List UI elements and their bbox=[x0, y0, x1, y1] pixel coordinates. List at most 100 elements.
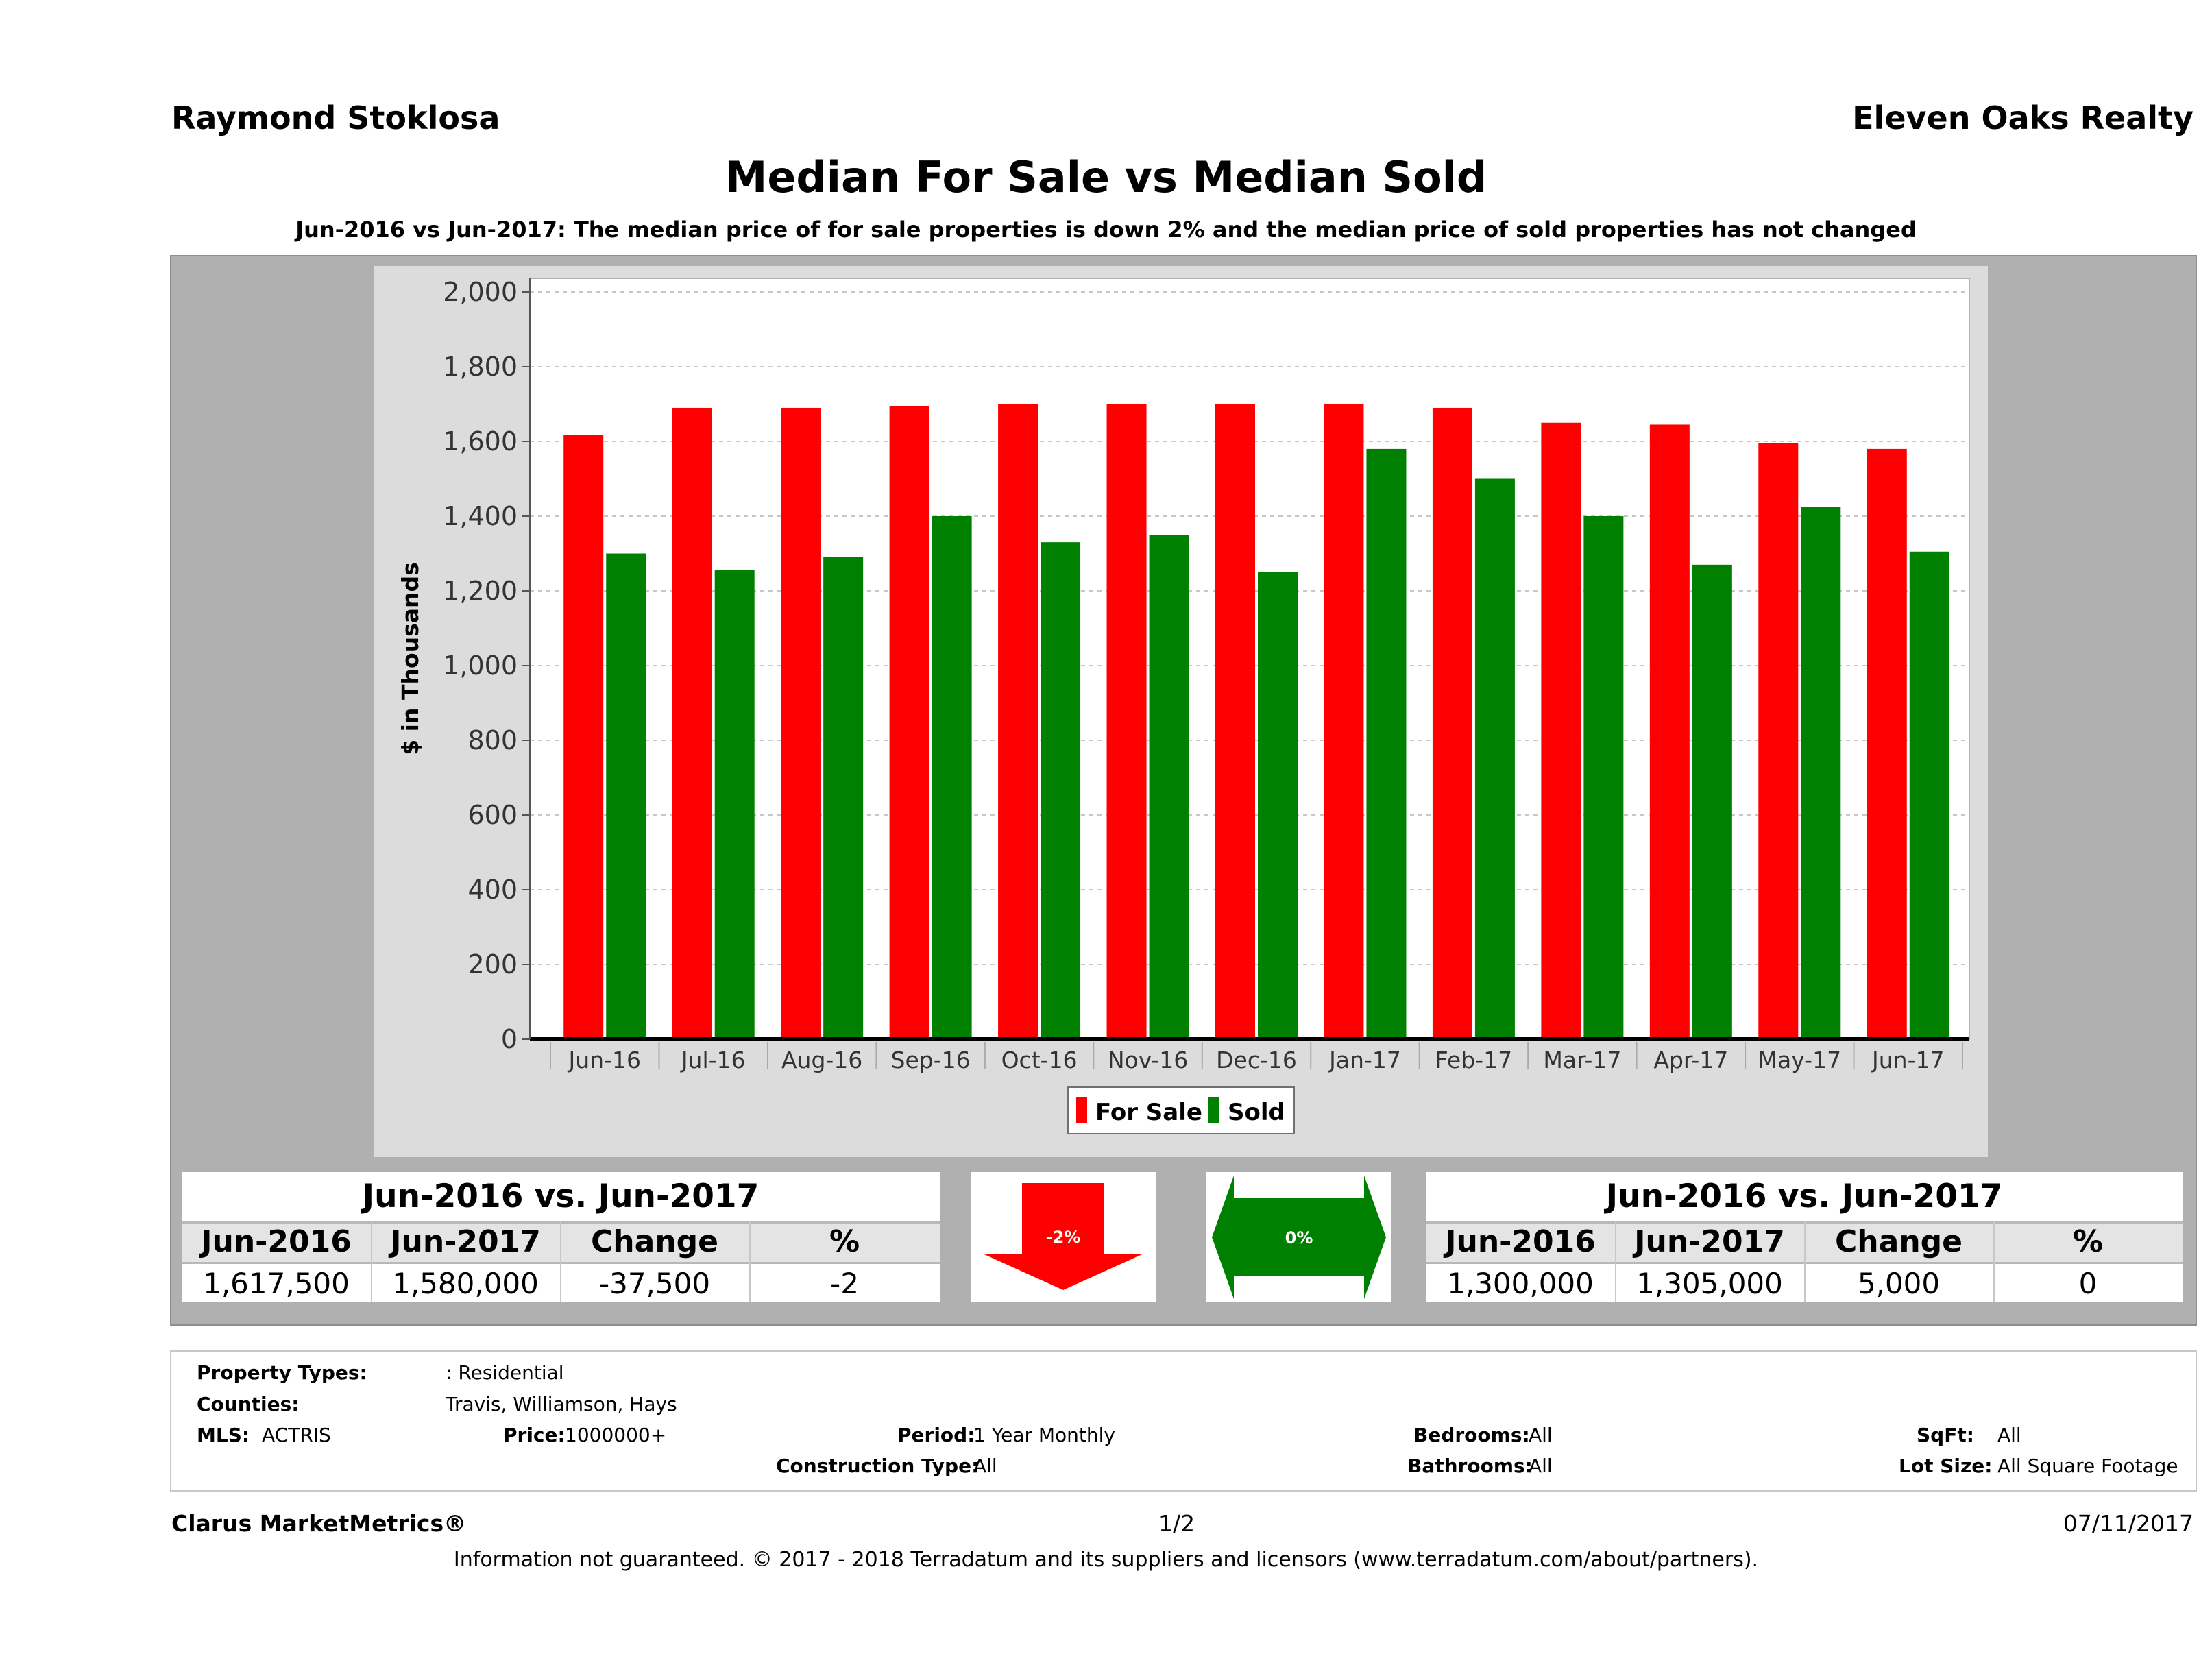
sqft-value: All bbox=[1997, 1424, 2021, 1446]
bar-for-sale bbox=[998, 404, 1038, 1039]
header-jun-2016: Jun-2016 bbox=[1445, 1224, 1596, 1259]
bar-chart: 0 200 400 600 800 1,000 1,200 1,400 1,600 1,800 2,… bbox=[397, 277, 1970, 1134]
y-axis-label: $ in Thousands bbox=[397, 562, 424, 755]
table-title: Jun-2016 vs. Jun-2017 bbox=[362, 1178, 759, 1215]
x-tick-label: Mar-17 bbox=[1543, 1047, 1621, 1073]
header-percent: % bbox=[829, 1224, 860, 1259]
x-tick-label: Jun-16 bbox=[567, 1047, 640, 1073]
x-tick-label: Jan-17 bbox=[1328, 1047, 1401, 1073]
chart-subtitle: Jun-2016 vs Jun-2017: The median price o… bbox=[295, 217, 1917, 243]
left-right-arrow-icon: 0% bbox=[1212, 1176, 1386, 1299]
x-tick-label: Jul-16 bbox=[680, 1047, 746, 1073]
period-value: 1 Year Monthly bbox=[973, 1424, 1116, 1446]
bar-sold bbox=[1692, 564, 1732, 1039]
chart-legend: For Sale Sold bbox=[1067, 1086, 1295, 1134]
value-percent: -2 bbox=[830, 1267, 859, 1300]
bar-for-sale bbox=[563, 435, 604, 1039]
y-tick-label: 600 bbox=[467, 800, 518, 830]
down-arrow-icon: -2% bbox=[984, 1183, 1142, 1290]
forsale-comparison-table: Jun-2016 vs. Jun-2017 Jun-2016 Jun-2017 … bbox=[182, 1172, 940, 1302]
sold-comparison-table: Jun-2016 vs. Jun-2017 Jun-2016 Jun-2017 … bbox=[1426, 1172, 2183, 1302]
y-tick-label: 1,400 bbox=[443, 501, 518, 531]
header-jun-2016: Jun-2016 bbox=[201, 1224, 352, 1259]
bar-for-sale bbox=[1758, 443, 1799, 1039]
x-tick-label: May-17 bbox=[1758, 1047, 1842, 1073]
y-tick-label: 2,000 bbox=[443, 277, 518, 307]
x-tick-label: Feb-17 bbox=[1435, 1047, 1512, 1073]
sold-change-indicator: 0% bbox=[1206, 1172, 1391, 1302]
x-tick-label: Aug-16 bbox=[781, 1047, 862, 1073]
bedrooms-label: Bedrooms: bbox=[1413, 1424, 1530, 1446]
header-jun-2017: Jun-2017 bbox=[1634, 1224, 1785, 1259]
sqft-label: SqFt: bbox=[1917, 1424, 1974, 1446]
forsale-change-label: -2% bbox=[1046, 1228, 1081, 1247]
table-title: Jun-2016 vs. Jun-2017 bbox=[1605, 1178, 2003, 1215]
value-jun-2017: 1,305,000 bbox=[1636, 1267, 1783, 1300]
y-tick-label: 1,200 bbox=[443, 576, 518, 606]
bar-sold bbox=[1474, 478, 1515, 1039]
construction-type-value: All bbox=[973, 1455, 997, 1477]
bar-sold bbox=[1366, 448, 1407, 1039]
period-label: Period: bbox=[897, 1424, 975, 1446]
lot-size-label: Lot Size: bbox=[1899, 1455, 1993, 1477]
legend-swatch-sold bbox=[1208, 1097, 1219, 1123]
bar-for-sale bbox=[1215, 404, 1255, 1039]
left-right-arrow-shape bbox=[1212, 1176, 1386, 1299]
value-change: 5,000 bbox=[1857, 1267, 1941, 1300]
down-arrow-shape bbox=[984, 1183, 1142, 1290]
brand-name: Clarus MarketMetrics® bbox=[171, 1510, 467, 1537]
x-tick-label: Dec-16 bbox=[1216, 1047, 1297, 1073]
property-types-value: : Residential bbox=[446, 1361, 564, 1384]
y-tick-label: 200 bbox=[467, 949, 518, 980]
search-criteria-box: Property Types: : Residential Counties: … bbox=[170, 1350, 2197, 1492]
bar-sold bbox=[1583, 516, 1624, 1039]
y-tick-label: 0 bbox=[501, 1024, 518, 1054]
x-tick-label: Oct-16 bbox=[1001, 1047, 1078, 1073]
mls-label: MLS: bbox=[197, 1424, 250, 1446]
y-tick-label: 1,800 bbox=[443, 352, 518, 382]
value-change: -37,500 bbox=[598, 1267, 711, 1300]
legend-swatch-for-sale bbox=[1076, 1097, 1087, 1123]
bar-sold bbox=[1149, 535, 1189, 1039]
y-tick-label: 1,000 bbox=[443, 650, 518, 681]
bathrooms-value: All bbox=[1529, 1455, 1553, 1477]
agent-name: Raymond Stoklosa bbox=[171, 99, 500, 136]
bar-for-sale bbox=[1324, 404, 1364, 1039]
lot-size-value: All Square Footage bbox=[1997, 1455, 2178, 1477]
bar-for-sale bbox=[1649, 424, 1690, 1039]
counties-value: Travis, Williamson, Hays bbox=[446, 1393, 677, 1415]
brokerage-name: Eleven Oaks Realty bbox=[1852, 99, 2193, 136]
value-jun-2016: 1,300,000 bbox=[1447, 1267, 1594, 1300]
bathrooms-label: Bathrooms: bbox=[1407, 1455, 1533, 1477]
value-jun-2016: 1,617,500 bbox=[203, 1267, 350, 1300]
counties-label: Counties: bbox=[197, 1393, 300, 1415]
value-jun-2017: 1,580,000 bbox=[392, 1267, 539, 1300]
bar-sold bbox=[1258, 572, 1298, 1039]
y-tick-label: 800 bbox=[467, 725, 518, 755]
chart-title: Median For Sale vs Median Sold bbox=[725, 152, 1487, 202]
bar-sold bbox=[714, 570, 755, 1039]
forsale-change-indicator: -2% bbox=[971, 1172, 1156, 1302]
bar-for-sale bbox=[889, 406, 929, 1039]
bar-for-sale bbox=[1432, 407, 1472, 1039]
page-number: 1/2 bbox=[1158, 1510, 1195, 1537]
header-change: Change bbox=[591, 1224, 718, 1259]
disclaimer: Information not guaranteed. © 2017 - 201… bbox=[453, 1548, 1759, 1572]
value-percent: 0 bbox=[2078, 1267, 2098, 1300]
bar-sold bbox=[932, 516, 972, 1039]
bar-for-sale bbox=[1867, 448, 1907, 1039]
bar-sold bbox=[606, 553, 646, 1039]
bar-sold bbox=[1801, 507, 1841, 1039]
bar-sold bbox=[1041, 542, 1081, 1039]
header-change: Change bbox=[1835, 1224, 1962, 1259]
price-label: Price: bbox=[503, 1424, 566, 1446]
bar-for-sale bbox=[781, 407, 821, 1039]
report-date: 07/11/2017 bbox=[2063, 1510, 2193, 1537]
bar-sold bbox=[1909, 551, 1949, 1039]
mls-value: ACTRIS bbox=[262, 1424, 331, 1446]
header-percent: % bbox=[2072, 1224, 2104, 1259]
x-tick-label: Apr-17 bbox=[1653, 1047, 1728, 1073]
x-tick-label: Sep-16 bbox=[891, 1047, 971, 1073]
x-tick-label: Nov-16 bbox=[1108, 1047, 1188, 1073]
sold-change-label: 0% bbox=[1285, 1228, 1313, 1248]
